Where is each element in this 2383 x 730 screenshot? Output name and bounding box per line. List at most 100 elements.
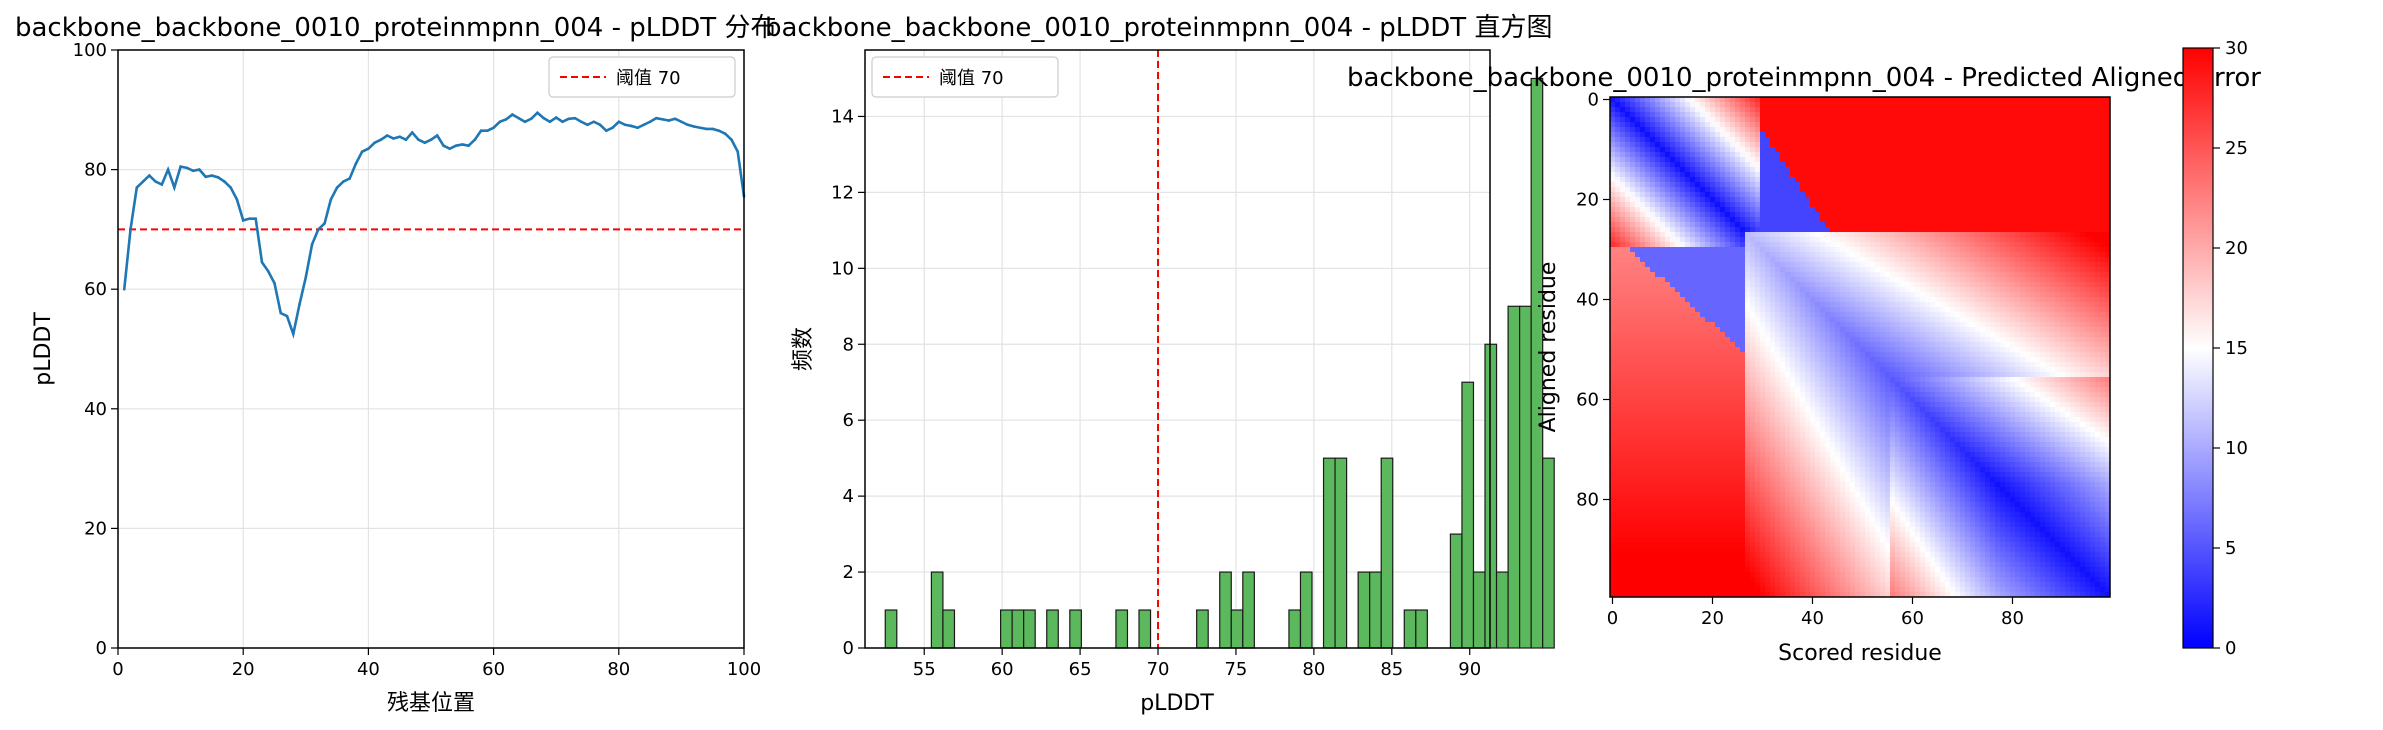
heatmap-cell bbox=[2015, 212, 2021, 218]
heatmap-cell bbox=[1925, 227, 1931, 233]
heatmap-cell bbox=[1925, 142, 1931, 148]
heatmap-cell bbox=[1750, 262, 1756, 268]
heatmap-cell bbox=[1750, 307, 1756, 313]
heatmap-cell bbox=[1880, 307, 1886, 313]
histogram-x-ticks: 55 60 65 70 75 80 85 90 bbox=[913, 648, 1481, 680]
heatmap-cell bbox=[2025, 242, 2031, 248]
heatmap-cell bbox=[1815, 117, 1821, 123]
heatmap-cell bbox=[1725, 187, 1731, 193]
heatmap-cell bbox=[1965, 202, 1971, 208]
heatmap-cell bbox=[1935, 327, 1941, 333]
heatmap-cell bbox=[1745, 322, 1751, 328]
heatmap-cell bbox=[1990, 307, 1996, 313]
heatmap-cell bbox=[1755, 272, 1761, 278]
histogram-axes-frame bbox=[864, 49, 1491, 649]
heatmap-cell bbox=[2020, 272, 2026, 278]
heatmap-cell bbox=[1890, 97, 1896, 103]
heatmap-cell bbox=[1945, 137, 1951, 143]
heatmap-cell bbox=[1930, 162, 1936, 168]
heatmap-cell bbox=[1630, 327, 1636, 333]
heatmap-cell bbox=[1820, 187, 1826, 193]
heatmap-cell bbox=[1810, 277, 1816, 283]
heatmap-cell bbox=[1720, 207, 1726, 213]
heatmap-cell bbox=[1870, 237, 1876, 243]
heatmap-cell bbox=[1810, 127, 1816, 133]
heatmap-cell bbox=[1760, 257, 1766, 263]
heatmap-cell bbox=[1635, 297, 1641, 303]
heatmap-cell bbox=[1955, 157, 1961, 163]
heatmap-cell bbox=[2100, 282, 2106, 288]
heatmap-cell bbox=[1795, 117, 1801, 123]
heatmap-cell bbox=[1790, 277, 1796, 283]
line-point bbox=[548, 120, 552, 124]
heatmap-cell bbox=[1765, 327, 1771, 333]
heatmap-cell bbox=[1695, 267, 1701, 273]
heatmap-cell bbox=[1665, 192, 1671, 198]
heatmap-cell bbox=[1625, 187, 1631, 193]
heatmap-cell bbox=[1935, 192, 1941, 198]
heatmap-cell bbox=[1635, 267, 1641, 273]
line-axes-frame bbox=[117, 49, 745, 649]
heatmap-cell bbox=[1645, 182, 1651, 188]
heatmap-cell bbox=[1760, 192, 1766, 198]
heatmap-cell bbox=[1670, 247, 1676, 253]
heatmap-cell bbox=[1905, 187, 1911, 193]
heatmap-cell bbox=[1735, 322, 1741, 328]
heatmap-cell bbox=[1805, 307, 1811, 313]
heatmap-cell bbox=[2080, 192, 2086, 198]
heatmap-cell bbox=[1655, 197, 1661, 203]
heatmap-cell bbox=[2035, 317, 2041, 323]
heatmap-cell bbox=[1980, 112, 1986, 118]
heatmap-cell bbox=[1800, 182, 1806, 188]
heatmap-cell bbox=[1930, 327, 1936, 333]
heatmap-cell bbox=[1880, 207, 1886, 213]
heatmap-cell bbox=[1725, 127, 1731, 133]
heatmap-cell bbox=[2050, 292, 2056, 298]
line-point bbox=[354, 162, 358, 165]
heatmap-cell bbox=[2020, 232, 2026, 238]
heatmap-cell bbox=[1690, 287, 1696, 293]
line-point bbox=[486, 129, 489, 133]
heatmap-cell bbox=[1970, 152, 1976, 158]
heatmap-cell bbox=[1880, 252, 1886, 258]
heatmap-cell bbox=[1615, 127, 1621, 133]
heatmap-cell bbox=[1895, 127, 1901, 133]
heatmap-cell bbox=[1665, 282, 1671, 288]
line-xlabel: 残基位置 bbox=[387, 691, 475, 716]
heatmap-cell bbox=[1910, 327, 1916, 333]
heatmap-cell bbox=[2090, 217, 2096, 223]
heatmap-cell bbox=[2010, 162, 2016, 168]
heatmap-cell bbox=[2095, 307, 2101, 313]
heatmap-cell bbox=[1740, 247, 1746, 253]
heatmap-cell bbox=[1820, 132, 1826, 138]
heatmap-cell bbox=[1985, 312, 1991, 318]
heatmap-cell bbox=[1865, 97, 1871, 103]
heatmap-cell bbox=[1960, 222, 1966, 228]
heatmap-cell bbox=[1660, 227, 1666, 233]
heatmap-cell bbox=[1940, 257, 1946, 263]
heatmap-cell bbox=[2065, 152, 2071, 158]
heatmap-cell bbox=[1870, 277, 1876, 283]
heatmap-cell bbox=[2095, 132, 2101, 138]
heatmap-cell bbox=[2030, 247, 2036, 253]
heatmap-cell bbox=[1980, 267, 1986, 273]
heatmap-cell bbox=[1880, 322, 1886, 328]
line-point bbox=[266, 269, 270, 273]
heatmap-cell bbox=[1955, 287, 1961, 293]
heatmap-cell bbox=[1700, 177, 1706, 183]
heatmap-cell bbox=[1965, 252, 1971, 258]
line-point bbox=[648, 120, 652, 124]
heatmap-cell bbox=[1995, 197, 2001, 203]
heatmap-cell bbox=[1715, 222, 1721, 228]
heatmap-cell bbox=[2045, 222, 2051, 228]
heatmap-cell bbox=[1860, 257, 1866, 263]
heatmap-cell bbox=[1650, 272, 1656, 278]
heatmap-cell bbox=[1925, 127, 1931, 133]
heatmap-cell bbox=[1670, 152, 1676, 158]
heatmap-cell bbox=[1770, 177, 1776, 183]
heatmap-cell bbox=[2015, 237, 2021, 243]
heatmap-cell bbox=[1635, 197, 1641, 203]
heatmap-cell bbox=[1715, 242, 1721, 248]
heatmap-cell bbox=[1710, 232, 1716, 238]
